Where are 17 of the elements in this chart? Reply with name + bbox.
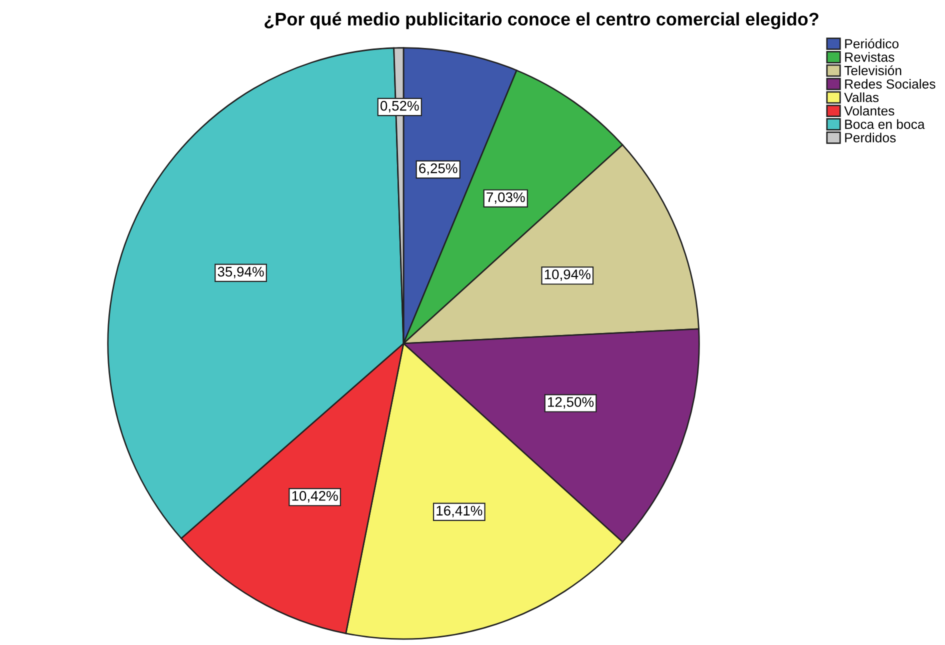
data-label: 12,50% <box>548 397 594 409</box>
data-label: 0,52% <box>380 100 419 112</box>
data-label: 7,03% <box>486 192 525 204</box>
legend-label: Vallas <box>844 92 879 102</box>
legend-label: Boca en boca <box>845 119 925 129</box>
data-label: 10,42% <box>292 490 338 502</box>
data-label: 6,25% <box>419 163 458 175</box>
legend-label: Revistas <box>845 52 894 62</box>
legend-label: Redes Sociales <box>845 79 936 89</box>
legend-label: Televisión <box>844 65 902 76</box>
legend-label: Perdidos <box>845 132 896 142</box>
data-label: 10,94% <box>544 269 590 281</box>
data-label: 16,41% <box>436 506 482 518</box>
chart-title: ¿Por qué medio publicitario conoce el centro comercial elegido? <box>264 12 818 30</box>
legend-label: Periódico <box>845 38 899 48</box>
legend-label: Volantes <box>844 106 894 116</box>
data-label: 35,94% <box>218 266 264 278</box>
